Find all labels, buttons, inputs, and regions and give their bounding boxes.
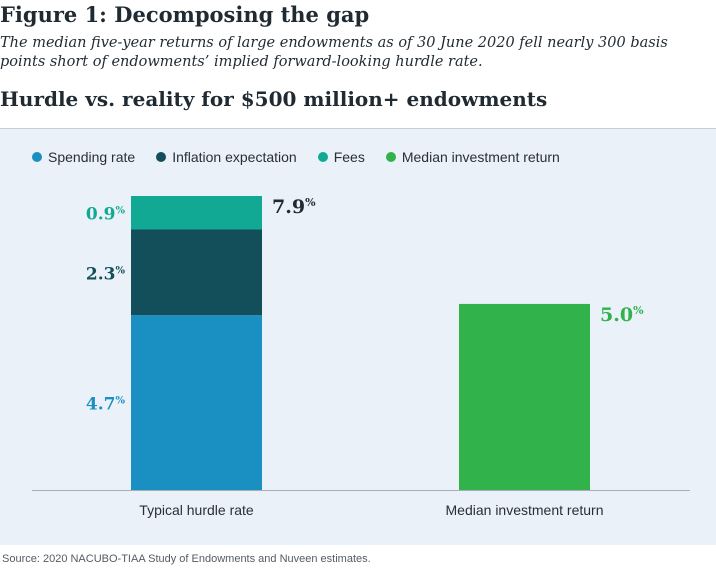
bar-segment-median-investment-return — [459, 303, 590, 490]
bar-segment-spending-rate — [131, 315, 262, 490]
chart-heading: Hurdle vs. reality for $500 million+ end… — [0, 87, 548, 111]
figure-title: Figure 1: Decomposing the gap — [0, 2, 370, 27]
legend-dot-fees — [317, 152, 328, 162]
legend-item-fees: Fees — [317, 149, 365, 165]
category-label-median-investment-return: Median investment return — [446, 502, 604, 518]
legend-item-median-investment-return: Median investment return — [385, 149, 560, 165]
data-label-fees: 0.9% — [86, 205, 126, 225]
legend-item-inflation-expectation: Inflation expectation — [156, 149, 297, 165]
legend-label-inflation-expectation: Inflation expectation — [172, 149, 297, 165]
chart-panel — [0, 128, 716, 545]
data-label-inflation-expectation: 2.3% — [86, 264, 126, 284]
source-note: Source: 2020 NACUBO-TIAA Study of Endowm… — [2, 553, 371, 565]
legend-item-spending-rate: Spending rate — [32, 149, 135, 165]
legend-dot-spending-rate — [32, 152, 42, 162]
figure-subtitle: The median five-year returns of large en… — [0, 35, 668, 70]
legend-label-median-investment-return: Median investment return — [401, 149, 560, 165]
legend-dot-median-investment-return — [385, 152, 396, 162]
category-label-typical-hurdle-rate: Typical hurdle rate — [139, 502, 254, 518]
legend-label-fees: Fees — [333, 149, 365, 165]
data-label-spending-rate: 4.7% — [86, 395, 126, 415]
bar-segment-fees — [131, 196, 262, 230]
legend-dot-inflation-expectation — [156, 152, 167, 162]
chart-legend: Spending rate Inflation expectation Fees… — [32, 149, 581, 165]
bar-segment-inflation-expectation — [131, 229, 262, 316]
legend-label-spending-rate: Spending rate — [48, 149, 136, 165]
total-label-median-investment-return: 5.0% — [600, 304, 644, 326]
total-label-typical-hurdle-rate: 7.9% — [272, 196, 316, 218]
